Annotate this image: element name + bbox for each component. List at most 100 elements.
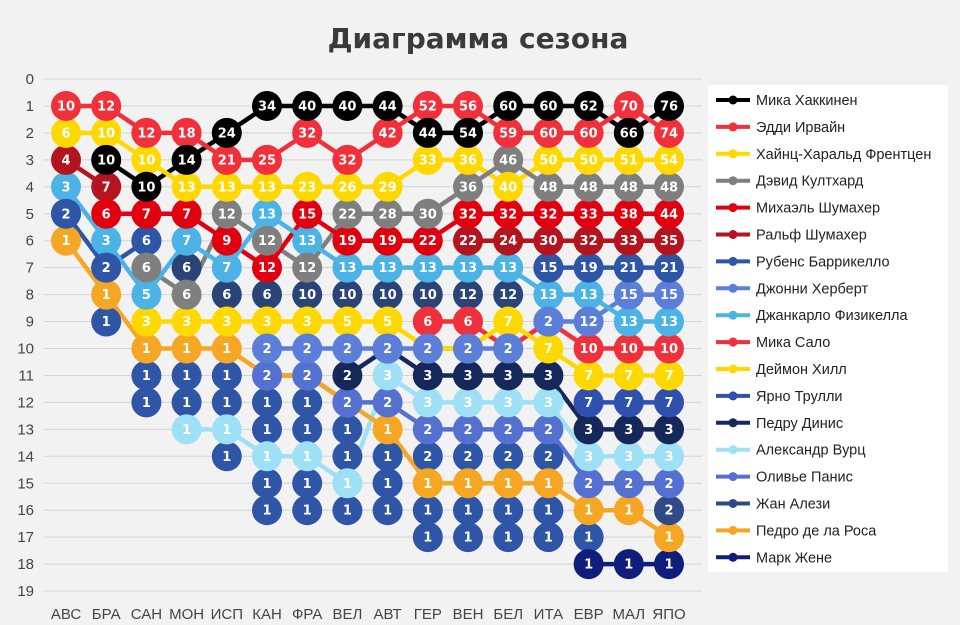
legend-marker bbox=[728, 418, 738, 428]
point-label: 5 bbox=[343, 315, 352, 330]
y-tick-label: 17 bbox=[17, 529, 34, 546]
data-point: 33 bbox=[412, 144, 443, 175]
data-point: 10 bbox=[51, 90, 81, 121]
point-label: 6 bbox=[102, 207, 111, 222]
legend-item: Эдди Ирвайн bbox=[716, 120, 845, 136]
point-marker bbox=[252, 198, 282, 229]
point-label: 25 bbox=[258, 153, 276, 168]
legend-label: Ярно Трулли bbox=[756, 389, 843, 405]
data-point: 1 bbox=[171, 387, 202, 418]
point-marker bbox=[654, 252, 684, 283]
point-marker bbox=[573, 198, 604, 229]
point-marker bbox=[252, 414, 282, 445]
data-point: 40 bbox=[332, 90, 363, 121]
data-point: 35 bbox=[654, 225, 684, 256]
point-marker bbox=[533, 144, 564, 175]
point-marker bbox=[131, 387, 162, 418]
point-marker bbox=[412, 333, 443, 364]
point-label: 3 bbox=[463, 369, 472, 384]
point-marker bbox=[533, 171, 564, 202]
point-label: 1 bbox=[303, 477, 312, 492]
point-label: 15 bbox=[539, 261, 557, 276]
data-point: 3 bbox=[292, 306, 323, 337]
point-label: 1 bbox=[222, 450, 231, 465]
point-label: 2 bbox=[544, 423, 553, 438]
point-label: 40 bbox=[338, 99, 356, 114]
data-point: 7 bbox=[131, 198, 162, 229]
point-marker bbox=[91, 90, 122, 121]
data-point: 12 bbox=[131, 117, 162, 148]
legend-label: Джонни Херберт bbox=[756, 281, 868, 297]
point-marker bbox=[654, 279, 684, 310]
point-marker bbox=[91, 171, 122, 202]
point-marker bbox=[252, 279, 282, 310]
point-marker bbox=[292, 360, 323, 391]
point-label: 1 bbox=[303, 396, 312, 411]
point-marker bbox=[91, 306, 122, 337]
legend-label: Оливье Панис bbox=[756, 470, 853, 486]
data-point: 52 bbox=[412, 90, 443, 121]
point-label: 54 bbox=[660, 153, 678, 168]
point-marker bbox=[453, 90, 483, 121]
point-marker bbox=[412, 360, 443, 391]
data-point: 13 bbox=[372, 252, 403, 283]
point-label: 1 bbox=[504, 477, 513, 492]
legend-item: Мика Сало bbox=[716, 335, 830, 351]
data-point: 32 bbox=[533, 198, 564, 229]
x-tick-label: БЕЛ bbox=[493, 606, 523, 623]
data-point: 10 bbox=[573, 333, 604, 364]
point-label: 29 bbox=[379, 180, 397, 195]
point-marker bbox=[573, 360, 604, 391]
point-marker bbox=[533, 495, 564, 526]
legend-item: Ральф Шумахер bbox=[716, 228, 867, 244]
data-point: 2 bbox=[332, 387, 363, 418]
point-marker bbox=[252, 171, 282, 202]
point-marker bbox=[493, 468, 524, 499]
point-label: 4 bbox=[61, 153, 70, 168]
point-label: 32 bbox=[298, 126, 316, 141]
point-label: 36 bbox=[459, 180, 477, 195]
data-point: 44 bbox=[654, 198, 684, 229]
point-marker bbox=[171, 414, 202, 445]
point-marker bbox=[211, 252, 242, 283]
point-label: 10 bbox=[580, 342, 598, 357]
point-marker bbox=[252, 252, 282, 283]
point-marker bbox=[533, 117, 564, 148]
point-marker bbox=[332, 333, 363, 364]
legend-marker bbox=[728, 122, 738, 132]
data-point: 19 bbox=[332, 225, 363, 256]
point-marker bbox=[573, 90, 604, 121]
point-marker bbox=[292, 279, 323, 310]
point-label: 7 bbox=[182, 234, 191, 249]
point-marker bbox=[453, 522, 483, 553]
data-point: 7 bbox=[91, 171, 122, 202]
point-label: 60 bbox=[580, 126, 598, 141]
point-label: 1 bbox=[463, 477, 472, 492]
point-label: 7 bbox=[664, 396, 673, 411]
point-marker bbox=[51, 171, 81, 202]
point-marker bbox=[613, 441, 644, 472]
data-point: 1 bbox=[292, 387, 323, 418]
point-marker bbox=[211, 225, 242, 256]
point-marker bbox=[292, 306, 323, 337]
data-point: 1 bbox=[493, 468, 524, 499]
point-marker bbox=[372, 441, 403, 472]
point-marker bbox=[573, 414, 604, 445]
legend-marker bbox=[728, 149, 738, 159]
data-point: 7 bbox=[573, 360, 604, 391]
point-label: 3 bbox=[544, 396, 553, 411]
data-point: 1 bbox=[372, 468, 403, 499]
point-marker bbox=[51, 144, 81, 175]
point-marker bbox=[412, 495, 443, 526]
data-point: 66 bbox=[613, 117, 644, 148]
data-point: 2 bbox=[613, 468, 644, 499]
point-marker bbox=[654, 117, 684, 148]
point-label: 48 bbox=[660, 180, 678, 195]
data-point: 12 bbox=[573, 306, 604, 337]
point-label: 76 bbox=[660, 99, 678, 114]
point-marker bbox=[493, 90, 524, 121]
legend-label: Хайнц-Харальд Френтцен bbox=[756, 147, 931, 163]
point-marker bbox=[292, 495, 323, 526]
data-point: 10 bbox=[654, 333, 684, 364]
x-tick-label: ФРА bbox=[292, 606, 322, 623]
